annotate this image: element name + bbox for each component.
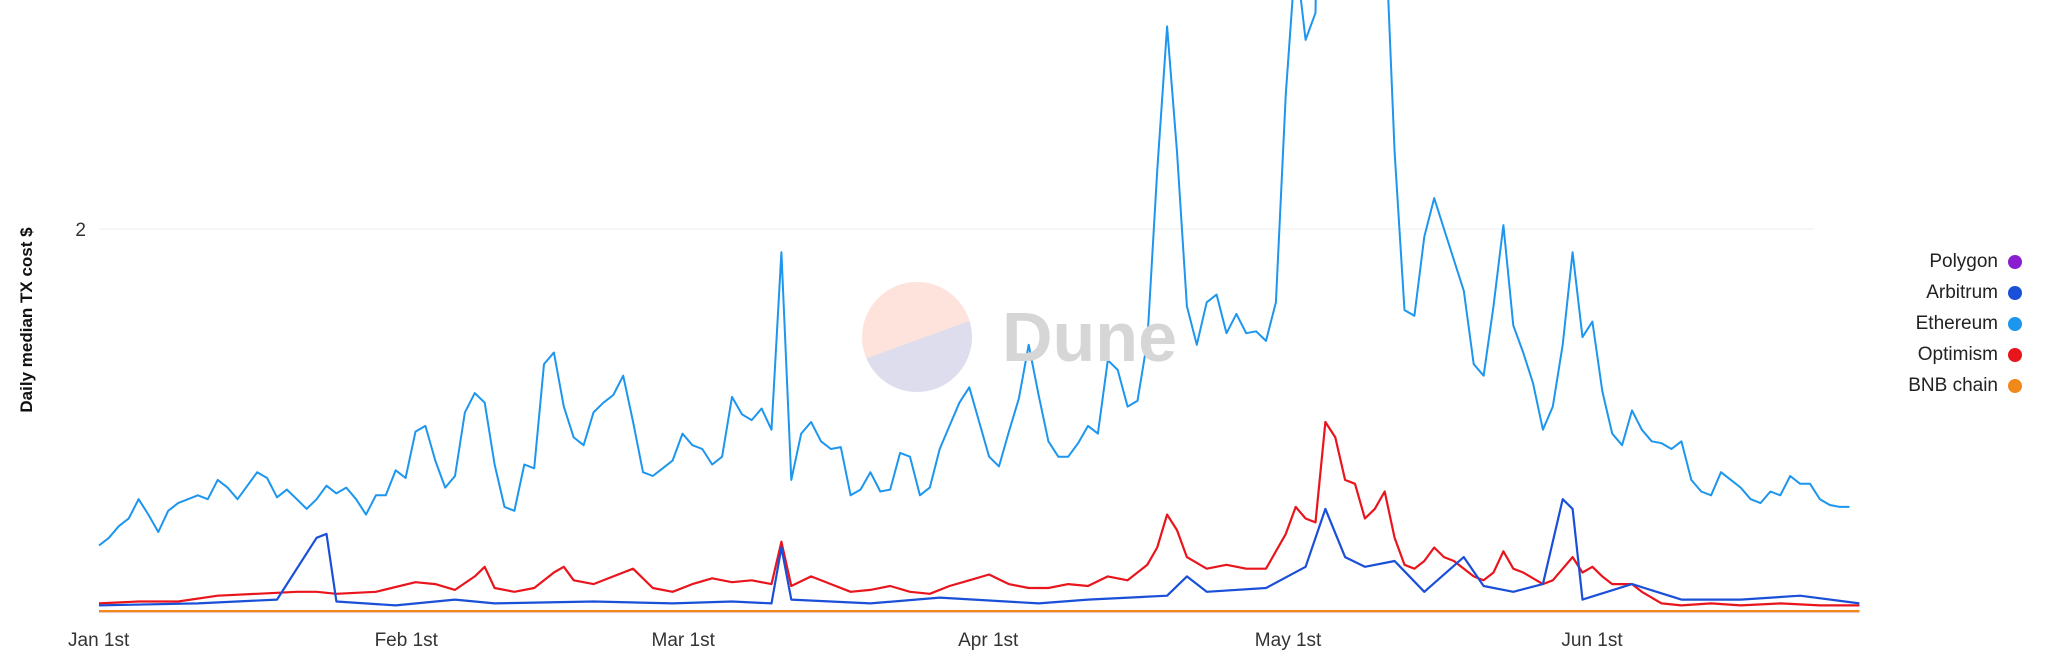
x-tick-label: Apr 1st	[958, 630, 1019, 651]
x-tick-label: Feb 1st	[375, 630, 439, 651]
series-lines	[98, 0, 1860, 613]
watermark-text: Dune	[1002, 298, 1177, 376]
legend-dot-icon	[2008, 285, 2022, 300]
dune-watermark: Dune	[862, 282, 1177, 392]
series-line-ethereum[interactable]	[98, 0, 1850, 547]
legend-item-ethereum[interactable]: Ethereum	[1802, 308, 2022, 339]
x-axis: Jan 1st Feb 1st Mar 1st Apr 1st May 1st Jun 1…	[68, 630, 1623, 651]
x-tick-label: Jun 1st	[1561, 630, 1623, 651]
legend-dot-icon	[2008, 378, 2022, 393]
series-line-optimism[interactable]	[98, 420, 1860, 607]
legend-item-bnb-chain[interactable]: BNB chain	[1802, 370, 2022, 401]
legend-label: Polygon	[1929, 250, 1998, 272]
legend-dot-icon	[2008, 347, 2022, 362]
grid	[99, 228, 1814, 230]
legend-item-optimism[interactable]: Optimism	[1802, 339, 2022, 370]
legend-label: Ethereum	[1915, 312, 1998, 334]
legend-label: Optimism	[1917, 343, 1998, 365]
legend-item-arbitrum[interactable]: Arbitrum	[1802, 277, 2022, 308]
y-axis: 246	[75, 220, 86, 241]
legend-label: BNB chain	[1908, 374, 1998, 396]
y-axis-label: Daily median TX cost $	[17, 227, 36, 413]
legend-dot-icon	[2008, 316, 2022, 331]
dune-logo-icon	[862, 282, 972, 392]
legend-item-polygon[interactable]: Polygon	[1802, 246, 2022, 277]
series-line-arbitrum[interactable]	[98, 498, 1860, 607]
y-tick-label: 2	[75, 220, 86, 241]
legend: Polygon Arbitrum Ethereum Optimism BNB c…	[1802, 246, 2022, 401]
legend-label: Arbitrum	[1926, 281, 1998, 303]
legend-dot-icon	[2008, 254, 2022, 269]
x-tick-label: May 1st	[1255, 630, 1322, 651]
x-tick-label: Mar 1st	[652, 630, 716, 651]
x-tick-label: Jan 1st	[68, 630, 130, 651]
